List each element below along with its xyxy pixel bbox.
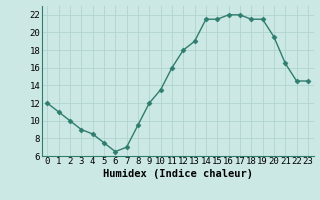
X-axis label: Humidex (Indice chaleur): Humidex (Indice chaleur) <box>103 169 252 179</box>
